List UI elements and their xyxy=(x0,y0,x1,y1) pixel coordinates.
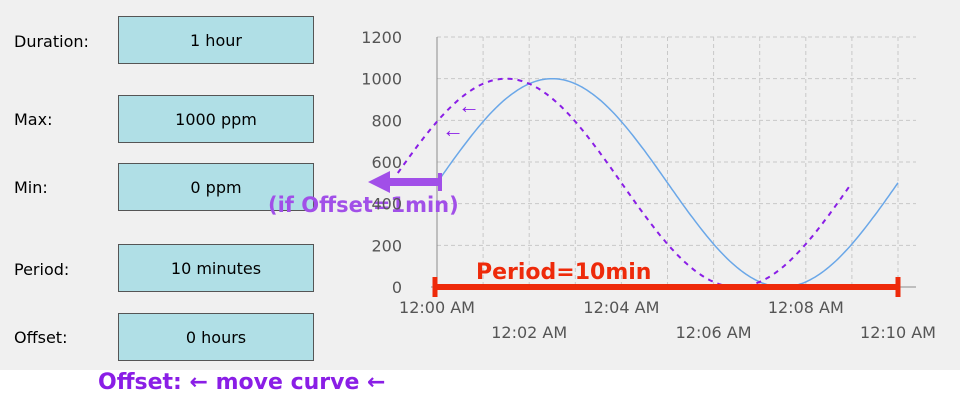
period-note: Period=10min xyxy=(476,260,651,285)
x-tick-label: 12:08 AM xyxy=(768,298,844,317)
chart-tick-labels: 0 200 400 600 800 1000 1200 12:00 AM 12:04 AM 12:… xyxy=(361,28,936,342)
series-line xyxy=(436,77,899,288)
y-tick-label: 800 xyxy=(371,111,402,130)
y-tick-label: 1000 xyxy=(361,70,402,89)
offset-note: (if Offset=1min) xyxy=(268,193,459,217)
offset-arrow-head-icon xyxy=(368,171,390,193)
form-panel: Duration: 1 hour Max: 1000 ppm Min: 0 pp… xyxy=(0,0,960,370)
offset-bottom-note: Offset: ← move curve ← xyxy=(98,370,386,395)
min-field[interactable]: 0 ppm xyxy=(118,163,314,211)
x-tick-label: 12:10 AM xyxy=(860,323,936,342)
x-tick-label: 12:02 AM xyxy=(491,323,567,342)
x-tick-label: 12:06 AM xyxy=(676,323,752,342)
shift-arrow-icon: ← xyxy=(442,117,464,142)
period-label: Period: xyxy=(14,260,70,279)
x-tick-label: 12:00 AM xyxy=(399,298,475,317)
y-tick-label: 600 xyxy=(371,153,402,172)
y-tick-label: 400 xyxy=(371,195,402,214)
line-chart: ←← (if Offset=1min) Period=10min 0 200 400 60… xyxy=(268,28,936,342)
chart-curves xyxy=(396,77,899,288)
offset-field[interactable]: 0 hours xyxy=(118,313,314,361)
max-label: Max: xyxy=(14,110,53,129)
period-field[interactable]: 10 minutes xyxy=(118,244,314,292)
shift-arrow-icon: ← xyxy=(458,93,480,118)
offset-example-line xyxy=(396,77,851,288)
min-label: Min: xyxy=(14,178,48,197)
y-tick-label: 0 xyxy=(392,278,402,297)
duration-label: Duration: xyxy=(14,32,89,51)
chart-grid xyxy=(437,36,916,287)
y-tick-label: 1200 xyxy=(361,28,402,47)
y-tick-label: 200 xyxy=(371,236,402,255)
offset-label: Offset: xyxy=(14,328,68,347)
max-field[interactable]: 1000 ppm xyxy=(118,95,314,143)
x-tick-label: 12:04 AM xyxy=(583,298,659,317)
chart-annotations: ←← (if Offset=1min) Period=10min xyxy=(268,93,901,297)
duration-field[interactable]: 1 hour xyxy=(118,16,314,64)
